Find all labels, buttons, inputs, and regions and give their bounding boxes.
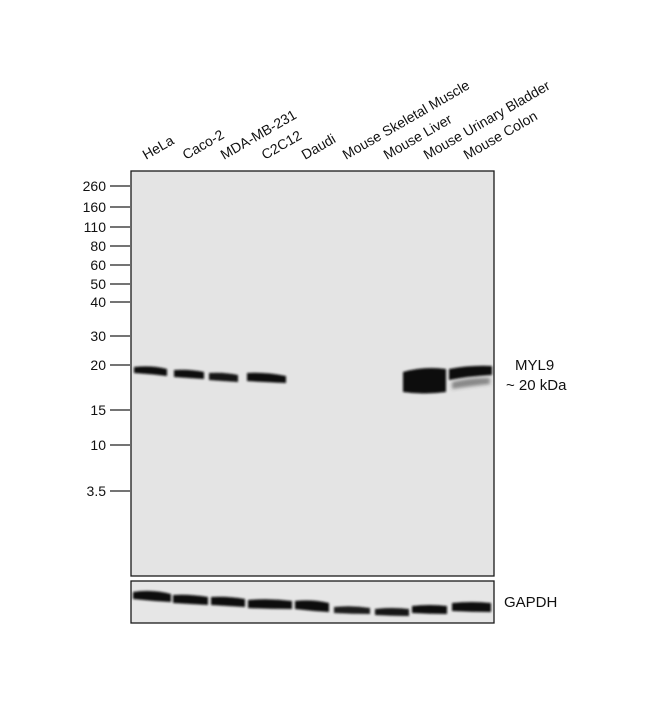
gapdh-band-c2c12: [248, 599, 292, 609]
gapdh-band-daudi: [295, 600, 329, 612]
gapdh-band-hela: [133, 590, 171, 602]
gapdh-band-caco2: [173, 594, 208, 605]
gapdh-bands: [133, 590, 491, 616]
marker-label-160: 160: [83, 199, 107, 215]
marker-label-10: 10: [90, 437, 106, 453]
myl9-band-colon-lower-smear: [452, 377, 490, 389]
lane-label-hela: HeLa: [140, 132, 177, 163]
marker-label-50: 50: [90, 276, 106, 292]
target-size-label: ~ 20 kDa: [506, 377, 567, 394]
myl9-band-urinary-bladder: [403, 368, 446, 394]
gapdh-band-colon: [452, 602, 491, 612]
myl9-band-caco2: [174, 369, 204, 379]
myl9-band-mda: [209, 372, 238, 382]
myl9-band-colon: [449, 365, 492, 380]
marker-label-20: 20: [90, 357, 106, 373]
marker-label-260: 260: [83, 178, 107, 194]
gapdh-band-urinary-bladder: [412, 605, 447, 614]
myl9-band-hela: [134, 366, 167, 376]
gapdh-band-skeletal-muscle: [334, 606, 370, 614]
myl9-band-c2c12: [247, 372, 286, 383]
myl9-bands: [134, 365, 492, 394]
marker-label-40: 40: [90, 294, 106, 310]
marker-label-110: 110: [84, 219, 107, 235]
marker-label-80: 80: [90, 238, 106, 254]
target-name-label: MYL9: [515, 357, 555, 374]
gapdh-band-liver: [375, 608, 409, 616]
marker-label-30: 30: [90, 328, 106, 344]
lane-label-daudi: Daudi: [299, 130, 339, 162]
marker-label-60: 60: [90, 257, 106, 273]
loading-control-label: GAPDH: [504, 594, 558, 611]
gapdh-band-mda: [211, 596, 245, 607]
marker-label-3.5: 3.5: [87, 483, 107, 499]
lane-label-caco-2: Caco-2: [180, 126, 227, 163]
molecular-weight-markers: 260 160 110 80 60 50 40 30 20 15 10 3.5: [83, 178, 130, 499]
marker-label-15: 15: [90, 402, 106, 418]
